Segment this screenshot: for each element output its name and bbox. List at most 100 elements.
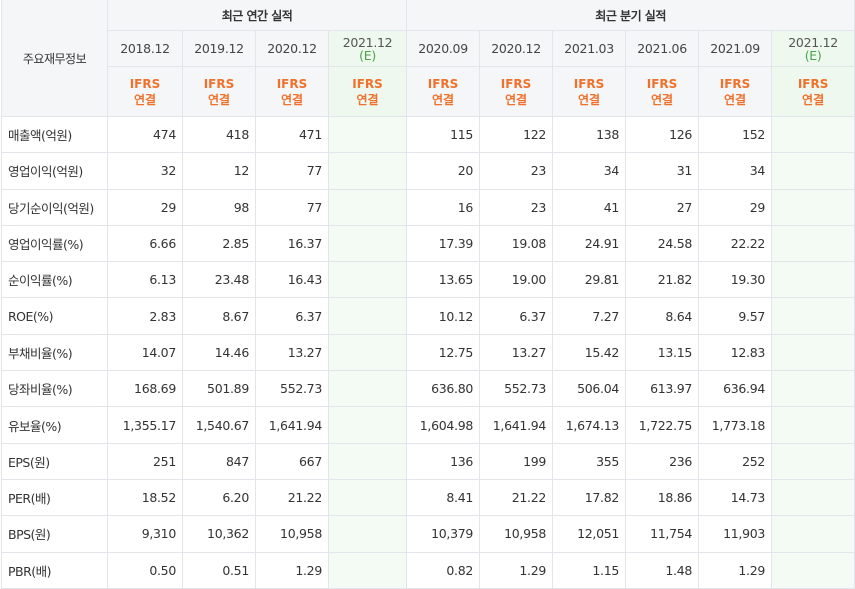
quarter-value-cell: 22.22 (698, 224, 773, 263)
annual-value-cell: 8.67 (182, 297, 256, 335)
quarter-value-cell: 355 (552, 442, 627, 480)
annual-value-cell: 77 (255, 152, 329, 190)
period-header: 2020.12 (255, 30, 329, 67)
quarter-value-cell: 13.65 (406, 261, 481, 299)
annual-value-cell: 418 (182, 115, 256, 154)
quarter-value-cell: 7.27 (552, 297, 627, 335)
row-label: ROE(%) (1, 297, 108, 335)
annual-value-cell: 471 (255, 115, 329, 154)
quarter-value-cell: 152 (698, 115, 773, 154)
quarter-value-cell: 12.75 (406, 333, 481, 372)
quarter-value-cell: 252 (698, 442, 773, 480)
annual-value-cell: 2.85 (182, 224, 256, 263)
row-label: 당기순이익(억원) (1, 188, 108, 226)
quarter-value-cell: 15.42 (552, 333, 627, 372)
quarter-value-cell: 8.41 (406, 478, 481, 517)
quarter-value-cell: 10.12 (406, 297, 481, 335)
table-row: 당기순이익(억원) 29 98 77 16 23 41 27 29 (1, 188, 855, 226)
ifrs-label: IFRS 연결 (625, 66, 700, 117)
row-label: BPS(원) (1, 515, 108, 553)
quarter-value-cell: 41 (552, 188, 627, 226)
quarter-value-cell: 29 (698, 188, 773, 226)
annual-value-cell: 168.69 (107, 370, 183, 408)
ifrs-label: IFRS 연결 (107, 66, 183, 117)
quarter-value-cell: 236 (625, 442, 700, 480)
quarter-estimate-period-header: 2021.12 (E) (771, 30, 855, 67)
annual-value-cell: 251 (107, 442, 183, 480)
annual-value-cell: 16.37 (255, 224, 329, 263)
ifrs-label: IFRS 연결 (255, 66, 329, 117)
annual-value-cell: 18.52 (107, 478, 183, 517)
quarter-estimate-cell (771, 261, 855, 299)
quarter-value-cell: 24.58 (625, 224, 700, 263)
table-row: 순이익률(%) 6.13 23.48 16.43 13.65 19.00 29.81 21.8… (1, 261, 855, 299)
row-label: EPS(원) (1, 442, 108, 480)
quarter-value-cell: 29.81 (552, 261, 627, 299)
table-row: BPS(원) 9,310 10,362 10,958 10,379 10,958 12,05… (1, 515, 855, 553)
quarter-value-cell: 552.73 (479, 370, 554, 408)
quarter-estimate-cell (771, 224, 855, 263)
annual-value-cell: 6.13 (107, 261, 183, 299)
annual-value-cell: 21.22 (255, 478, 329, 517)
quarter-value-cell: 27 (625, 188, 700, 226)
ifrs-header-row: IFRS 연결 IFRS 연결 IFRS 연결 IFRS 연결 IFRS 연결 IFRS 연… (2, 66, 855, 117)
quarter-value-cell: 21.22 (479, 478, 554, 517)
estimate-mark: (E) (804, 47, 822, 63)
quarter-value-cell: 24.91 (552, 224, 627, 263)
table-row: EPS(원) 251 847 667 136 199 355 236 252 (1, 442, 855, 480)
ifrs-label: IFRS 연결 (479, 66, 554, 117)
quarter-value-cell: 19.00 (479, 261, 554, 299)
quarter-value-cell: 1,722.75 (625, 406, 700, 444)
quarter-value-cell: 23 (479, 152, 554, 190)
quarter-estimate-cell (771, 333, 855, 372)
annual-value-cell: 6.20 (182, 478, 256, 517)
row-label: 영업이익률(%) (1, 224, 108, 263)
annual-estimate-cell (327, 152, 408, 190)
quarter-value-cell: 11,903 (698, 515, 773, 553)
table-row: PER(배) 18.52 6.20 21.22 8.41 21.22 17.82 18.86 1… (1, 478, 855, 517)
quarter-estimate-cell (771, 370, 855, 408)
row-label-title: 주요재무정보 (1, 0, 108, 117)
row-label: 순이익률(%) (1, 261, 108, 299)
group-header-row: 주요재무정보 최근 연간 실적 최근 분기 실적 (1, 0, 855, 117)
quarter-value-cell: 12,051 (552, 515, 627, 553)
annual-value-cell: 1,355.17 (107, 406, 183, 444)
annual-value-cell: 14.46 (182, 333, 256, 372)
quarter-value-cell: 16 (406, 188, 481, 226)
quarter-value-cell: 122 (479, 115, 554, 154)
ifrs-label: IFRS 연결 (698, 66, 773, 117)
annual-estimate-cell (327, 442, 408, 480)
table-row: 매출액(억원) 474 418 471 115 122 138 126 152 (1, 115, 855, 154)
row-label: PER(배) (1, 478, 108, 517)
annual-estimate-cell (327, 370, 408, 408)
quarter-group-header: 최근 분기 실적 (406, 0, 855, 31)
annual-estimate-cell (327, 406, 408, 444)
estimate-period-label: 2021.12 (788, 34, 838, 50)
annual-estimate-cell (327, 224, 408, 263)
quarter-value-cell: 19.30 (698, 261, 773, 299)
quarter-value-cell: 34 (552, 152, 627, 190)
quarter-value-cell: 6.37 (479, 297, 554, 335)
annual-value-cell: 10,958 (255, 515, 329, 553)
annual-estimate-cell (327, 115, 408, 154)
estimate-mark: (E) (359, 47, 376, 63)
annual-value-cell: 29 (107, 188, 183, 226)
quarter-value-cell: 9.57 (698, 297, 773, 335)
annual-value-cell: 6.66 (107, 224, 183, 263)
ifrs-label: IFRS 연결 (552, 66, 627, 117)
quarter-estimate-cell (771, 188, 855, 226)
annual-value-cell: 501.89 (182, 370, 256, 408)
table-row: ROE(%) 2.83 8.67 6.37 10.12 6.37 7.27 8.64 9.57 (1, 297, 855, 335)
table-row: 유보율(%) 1,355.17 1,540.67 1,641.94 1,604.98 1,… (1, 406, 855, 444)
annual-value-cell: 14.07 (107, 333, 183, 372)
ifrs-label: IFRS 연결 (327, 66, 408, 117)
quarter-estimate-cell (771, 406, 855, 444)
annual-value-cell: 667 (255, 442, 329, 480)
quarter-value-cell: 8.64 (625, 297, 700, 335)
quarter-value-cell: 126 (625, 115, 700, 154)
annual-value-cell: 9,310 (107, 515, 183, 553)
quarter-estimate-cell (771, 115, 855, 154)
table-row: PBR(배) 0.50 0.51 1.29 0.82 1.29 1.15 1.48 1.29 (1, 551, 855, 589)
quarter-value-cell: 23 (479, 188, 554, 226)
quarter-value-cell: 34 (698, 152, 773, 190)
